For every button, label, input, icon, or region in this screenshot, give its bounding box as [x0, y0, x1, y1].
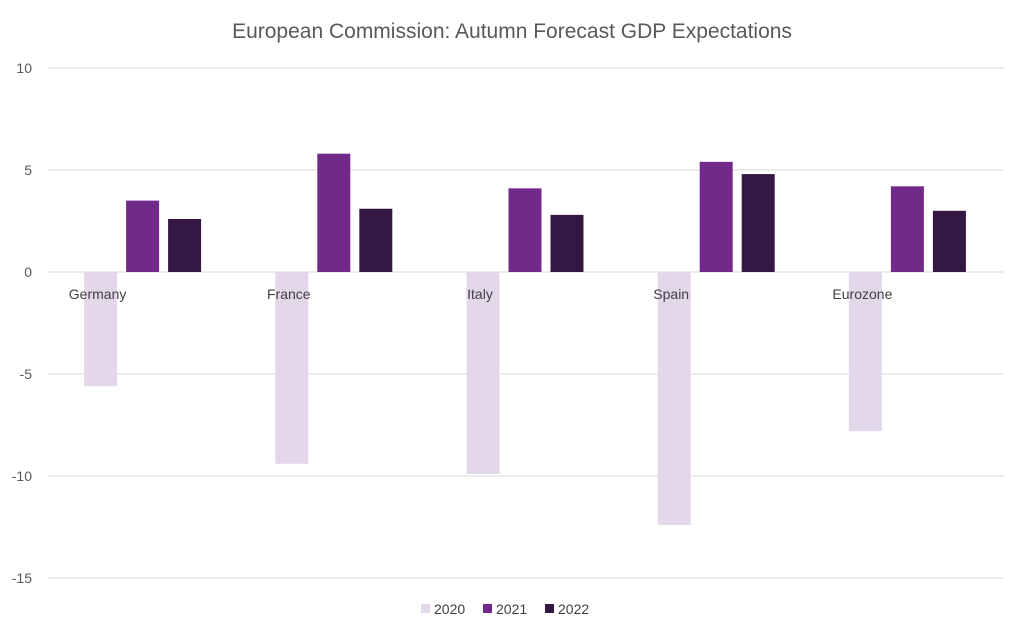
- bar-spain-2020: [657, 272, 691, 525]
- legend-swatch-2022: [545, 604, 554, 613]
- legend-label: 2022: [558, 601, 589, 617]
- category-label: France: [267, 286, 311, 302]
- bar-italy-2020: [466, 272, 500, 474]
- bar-eurozone-2021: [890, 186, 924, 272]
- bar-eurozone-2020: [848, 272, 882, 432]
- bars: [84, 153, 966, 525]
- legend-label: 2021: [496, 601, 527, 617]
- legend: 2020 2021 2022: [421, 601, 589, 617]
- legend-swatch-2021: [483, 604, 492, 613]
- bar-italy-2021: [508, 188, 542, 272]
- category-label: Italy: [467, 286, 493, 302]
- category-label: Eurozone: [832, 286, 892, 302]
- bar-spain-2021: [699, 161, 733, 272]
- y-axis-ticks: 10 5 0 -5 -10 -15: [12, 60, 32, 586]
- bar-france-2021: [317, 153, 351, 272]
- y-tick-label: -5: [20, 366, 33, 382]
- category-labels: Germany France Italy Spain Eurozone: [69, 286, 893, 302]
- y-tick-label: -15: [12, 570, 32, 586]
- y-tick-label: 10: [16, 60, 32, 76]
- bar-eurozone-2022: [932, 210, 966, 272]
- bar-germany-2020: [84, 272, 118, 387]
- bar-germany-2022: [168, 218, 202, 272]
- y-tick-label: 5: [24, 162, 32, 178]
- chart-title: European Commission: Autumn Forecast GDP…: [232, 20, 792, 43]
- category-label: Spain: [653, 286, 689, 302]
- bar-france-2020: [275, 272, 309, 464]
- category-label: Germany: [69, 286, 127, 302]
- y-tick-label: 0: [24, 264, 32, 280]
- bar-spain-2022: [741, 174, 775, 272]
- legend-swatch-2020: [421, 604, 430, 613]
- bar-germany-2021: [126, 200, 160, 272]
- bar-italy-2022: [550, 214, 584, 272]
- bar-france-2022: [359, 208, 393, 272]
- legend-label: 2020: [434, 601, 465, 617]
- y-tick-label: -10: [12, 468, 32, 484]
